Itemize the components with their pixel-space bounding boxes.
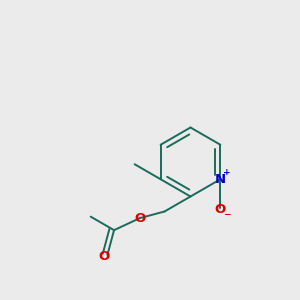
Text: O: O xyxy=(134,212,146,225)
Text: +: + xyxy=(223,168,231,177)
Text: N: N xyxy=(215,173,226,186)
Text: O: O xyxy=(98,250,110,263)
Text: −: − xyxy=(223,210,231,219)
Text: O: O xyxy=(215,203,226,216)
